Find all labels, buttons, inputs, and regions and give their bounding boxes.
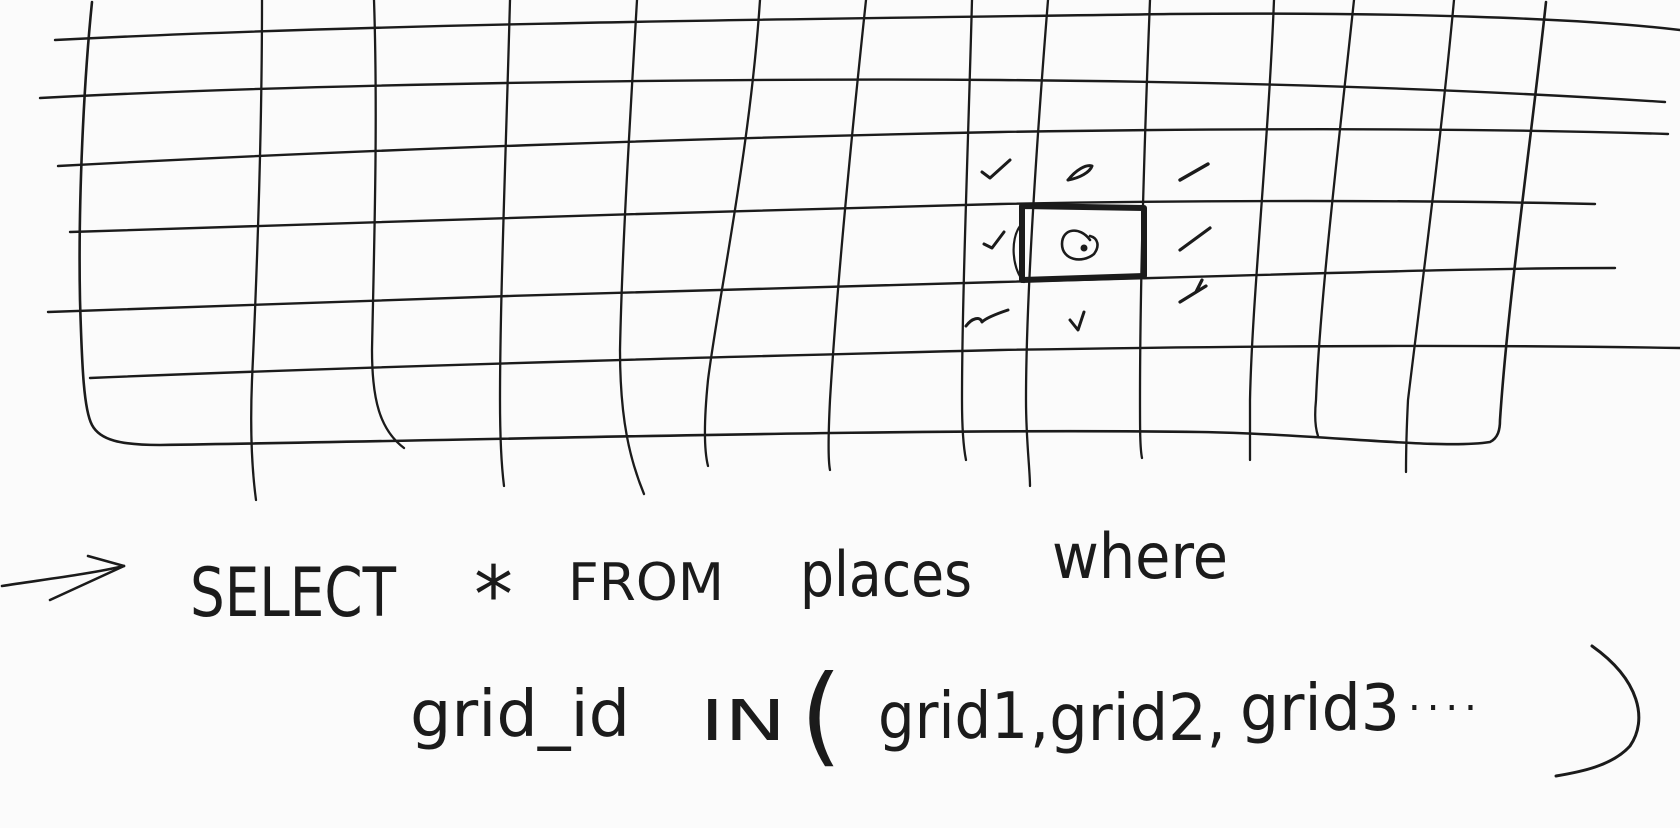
grid-line-v4 [618,0,646,496]
highlighted-cell-edge-stroke [1012,224,1026,284]
grid-vertical-lines [250,0,1456,502]
location-marker-dot [1080,244,1088,252]
grid-line-h5 [46,266,1617,314]
check-icon-top-right [1178,162,1210,182]
query-line-2: grid_id IN ( grid1 ,grid2, grid3 .... [410,653,1483,778]
grid-line-v5 [703,0,762,468]
check-icon-bottom-center [1068,310,1086,332]
grid-line-v8 [1024,0,1050,488]
query-keyword-in: IN [700,689,786,754]
query-grid-value-3: grid3 [1240,672,1400,746]
query-table-name: places [800,538,972,611]
query-keyword-select: SELECT [190,554,396,633]
check-icon-mid-left [982,230,1006,250]
grid-line-h4 [68,199,1597,234]
check-icon-bottom-left [964,308,1010,328]
query-grid-value-1: grid1 [878,680,1028,754]
grid-line-h6 [88,344,1680,380]
arrow-head [48,554,126,602]
grid-line-v9 [1138,0,1152,460]
close-paren-stroke [1554,644,1641,778]
grid-line-h3 [56,128,1670,168]
arrow-icon [0,554,126,602]
location-marker-icon [1060,229,1099,261]
grid-line-v12 [1404,0,1456,474]
query-line-1: SELECT * FROM places where [190,520,1228,641]
check-icon-top-left [980,158,1012,180]
highlighted-cell [1012,203,1147,284]
query-ellipsis: .... [1408,674,1483,720]
query-keyword-where: where [1052,520,1228,593]
grid-line-v10 [1248,0,1276,462]
check-icon-mid-right [1178,226,1212,252]
query-star: * [474,551,513,641]
grid-line-h1 [53,12,1680,42]
neighbor-ticks [964,158,1212,332]
grid-line-v7 [960,0,974,462]
query-open-paren: ( [800,653,842,778]
arrow-shaft [0,564,126,588]
query-column-grid-id: grid_id [410,678,630,752]
query-keyword-from: FROM [568,553,724,613]
grid-line-v3 [498,0,512,488]
grid-line-v11 [1314,0,1356,438]
grid-line-v6 [827,0,868,472]
grid-line-h2 [38,78,1667,104]
grid-line-v1 [250,0,264,502]
highlighted-cell-box [1019,203,1147,283]
grid-horizontal-lines [38,12,1680,380]
grid-line-v2 [370,0,406,450]
query-close-paren [1554,644,1641,778]
map-boundary [78,0,1548,447]
check-icon-bottom-right [1178,278,1208,304]
query-grid-value-2: ,grid2, [1030,682,1226,756]
check-icon-top-center [1066,164,1094,182]
